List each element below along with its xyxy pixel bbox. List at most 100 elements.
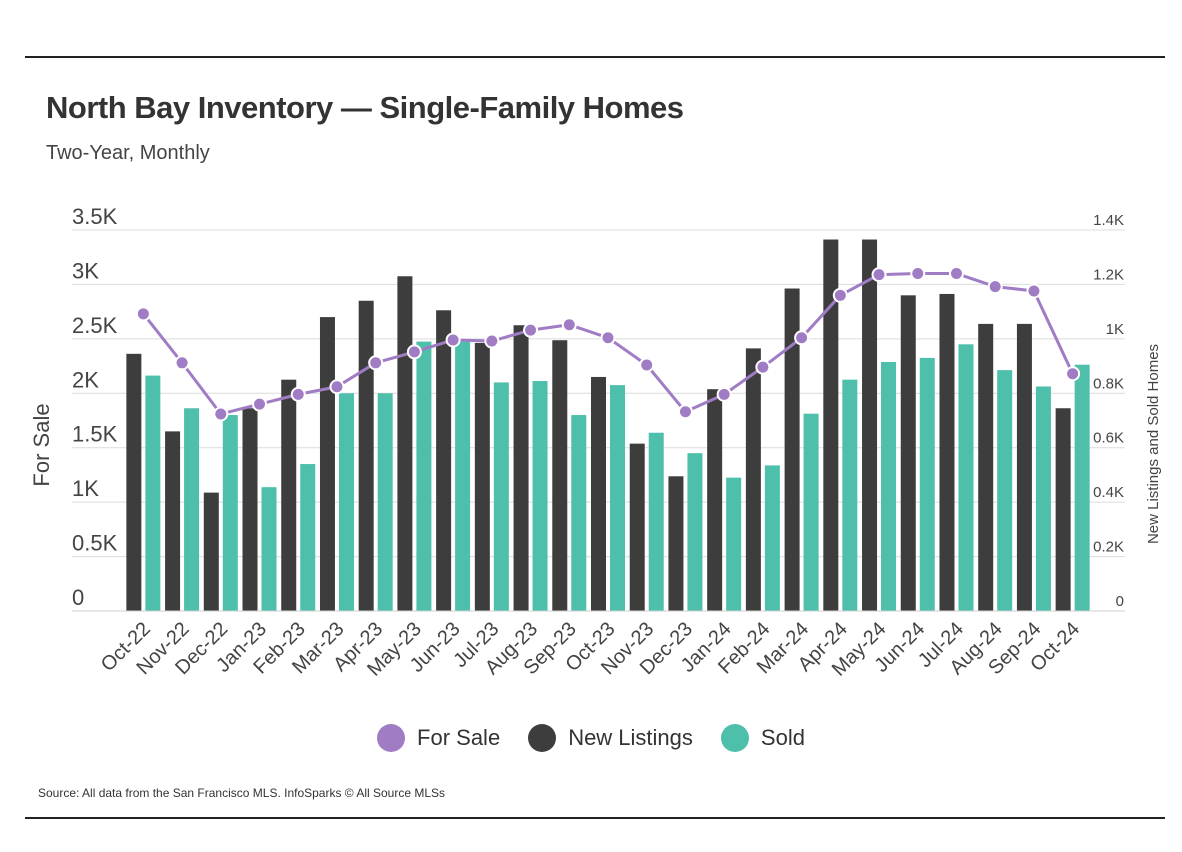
bar-new-listings — [668, 476, 684, 611]
bar-sold — [648, 432, 664, 611]
bar-new-listings — [784, 288, 800, 611]
bar-new-listings — [281, 379, 297, 611]
bottom-rule — [25, 817, 1165, 819]
point-for-sale — [600, 330, 616, 346]
bar-new-listings — [707, 389, 723, 611]
bar-new-listings — [978, 323, 994, 611]
for-sale-swatch-icon — [377, 724, 406, 752]
bar-new-listings — [552, 340, 568, 611]
point-for-sale — [1026, 283, 1042, 299]
legend-label-new-listings: New Listings — [568, 725, 693, 750]
point-for-sale — [213, 406, 229, 422]
point-for-sale — [523, 322, 539, 338]
legend-label-for-sale: For Sale — [417, 725, 501, 750]
bar-new-listings — [862, 239, 878, 611]
point-for-sale — [1065, 366, 1081, 382]
point-for-sale — [794, 330, 810, 346]
bar-sold — [532, 381, 548, 611]
bar-sold — [1035, 386, 1051, 611]
point-for-sale — [755, 359, 771, 375]
legend-item-sold[interactable]: Sold — [720, 724, 805, 752]
bar-new-listings — [745, 348, 761, 611]
right-tick-label: 1.4K — [1093, 212, 1124, 229]
bar-new-listings — [126, 353, 142, 611]
right-tick-label: 1.2K — [1093, 266, 1124, 283]
legend-label-sold: Sold — [760, 725, 805, 750]
point-for-sale — [639, 357, 655, 373]
new-listings-swatch-icon — [528, 724, 557, 752]
bar-sold — [919, 357, 935, 611]
bar-sold — [184, 408, 200, 611]
point-for-sale — [252, 396, 268, 412]
left-tick-label: 2K — [72, 367, 99, 392]
top-rule — [25, 56, 1165, 58]
point-for-sale — [445, 332, 461, 348]
bar-new-listings — [165, 431, 181, 611]
bar-new-listings — [591, 376, 606, 611]
bar-new-listings — [939, 293, 955, 611]
sold-swatch-icon — [720, 724, 749, 752]
bar-new-listings — [397, 276, 413, 611]
left-tick-label: 1K — [72, 476, 99, 501]
source-note: Source: All data from the San Francisco … — [38, 786, 446, 800]
point-for-sale — [948, 266, 964, 282]
bar-sold — [842, 379, 858, 611]
bar-new-listings — [358, 300, 374, 611]
point-for-sale — [871, 267, 887, 283]
bar-sold — [1074, 364, 1090, 611]
legend-item-new-listings[interactable]: New Listings — [528, 724, 693, 752]
bar-sold — [416, 341, 432, 611]
point-for-sale — [174, 355, 190, 371]
right-tick-label: 0 — [1116, 593, 1124, 610]
bar-sold — [377, 393, 393, 611]
bar-new-listings — [1055, 408, 1071, 611]
bar-sold — [222, 415, 238, 611]
bar-new-listings — [900, 295, 916, 611]
point-for-sale — [368, 355, 384, 371]
bar-sold — [455, 341, 471, 611]
legend: For Sale New Listings Sold — [0, 724, 1182, 752]
right-tick-label: 0.4K — [1093, 484, 1124, 501]
bar-sold — [493, 382, 509, 611]
bar-new-listings — [436, 310, 452, 611]
point-for-sale — [561, 317, 577, 333]
bar-new-listings — [629, 443, 645, 611]
right-axis-label: New Listings and Sold Homes — [1145, 344, 1162, 544]
bar-sold — [300, 464, 316, 611]
right-tick-label: 1K — [1106, 321, 1124, 338]
bar-sold — [803, 413, 819, 611]
point-for-sale — [135, 306, 151, 322]
bar-sold — [338, 393, 354, 611]
bar-new-listings — [474, 342, 490, 611]
bar-new-listings — [513, 325, 529, 611]
bar-sold — [997, 370, 1013, 611]
bar-sold — [261, 487, 277, 611]
bar-sold — [687, 453, 703, 611]
legend-item-for-sale[interactable]: For Sale — [377, 724, 500, 752]
point-for-sale — [716, 386, 732, 402]
point-for-sale — [910, 266, 926, 282]
point-for-sale — [329, 379, 345, 395]
point-for-sale — [987, 279, 1003, 295]
right-tick-label: 0.2K — [1093, 539, 1124, 556]
left-tick-label: 2.5K — [72, 313, 118, 338]
point-for-sale — [484, 333, 500, 349]
bar-sold — [610, 385, 625, 611]
point-for-sale — [290, 386, 306, 402]
bar-new-listings — [1016, 323, 1032, 611]
bar-sold — [726, 477, 742, 611]
bar-sold — [881, 361, 897, 611]
bar-sold — [958, 344, 974, 611]
bar-sold — [571, 415, 587, 611]
right-tick-label: 0.8K — [1093, 375, 1124, 392]
left-tick-label: 1.5K — [72, 422, 118, 447]
point-for-sale — [832, 287, 848, 303]
point-for-sale — [406, 344, 422, 360]
bar-sold — [145, 375, 161, 611]
bar-new-listings — [203, 492, 219, 611]
bar-sold — [764, 465, 780, 611]
left-tick-label: 3K — [72, 258, 99, 283]
point-for-sale — [677, 404, 693, 420]
chart-subtitle: Two-Year, Monthly — [46, 142, 210, 164]
